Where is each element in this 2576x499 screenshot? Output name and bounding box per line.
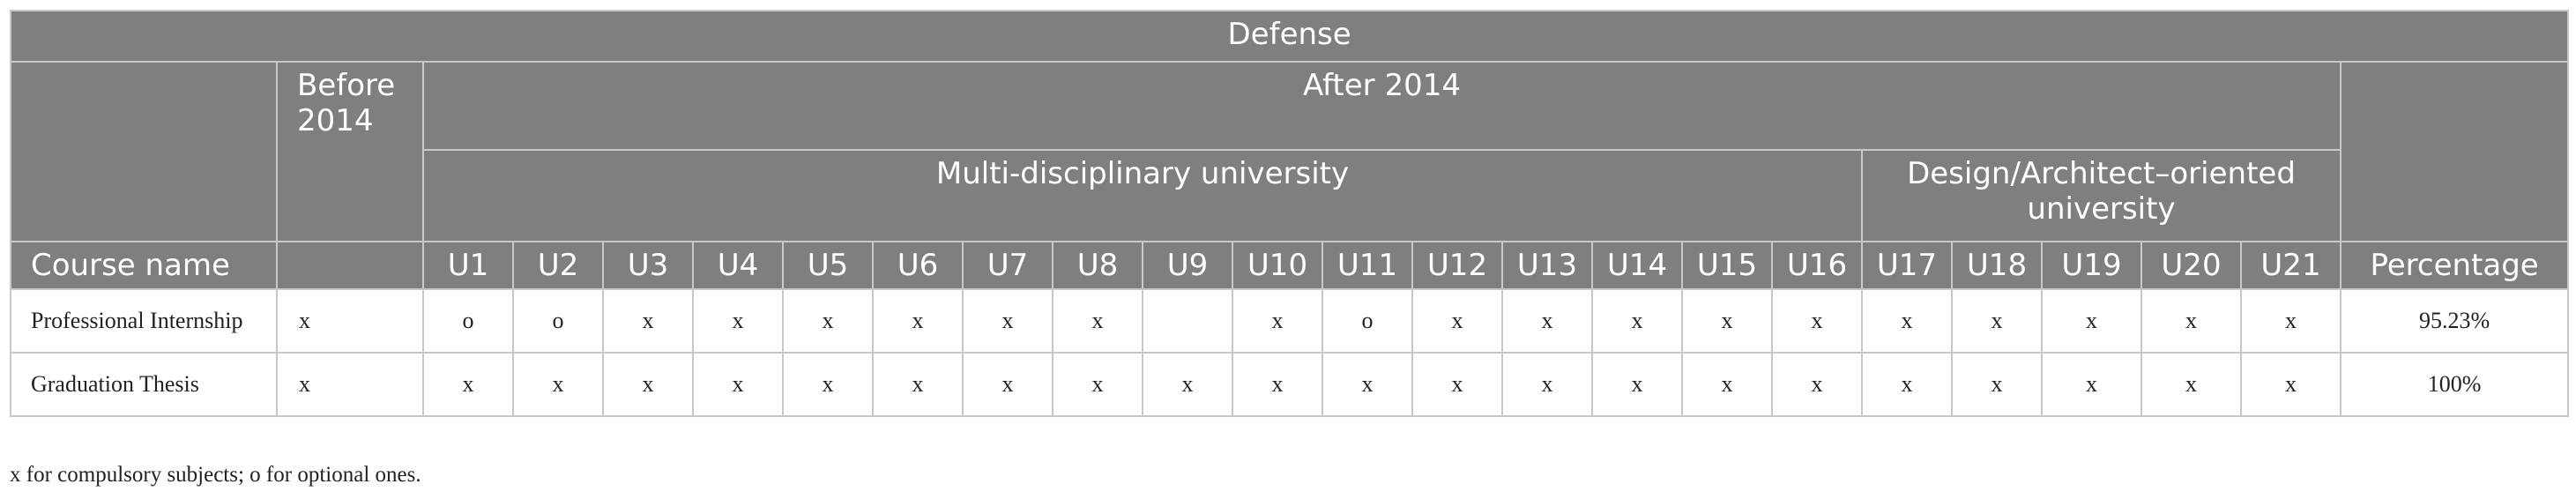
unit-header: U8 [1052, 241, 1143, 290]
unit-cell: x [2240, 352, 2341, 417]
data-row: Graduation Thesis x x x x x x x x x x x x x x x x x x x x x x 1… [10, 352, 2570, 417]
unit-cell: x [1052, 352, 1143, 417]
unit-header: U11 [1322, 241, 1413, 290]
unit-cell: x [1142, 352, 1233, 417]
unit-cell: x [1232, 352, 1323, 417]
course-header: Course name [10, 241, 278, 290]
unit-cell: x [1951, 352, 2043, 417]
unit-header: U7 [962, 241, 1053, 290]
blank-cell [2339, 61, 2570, 242]
unit-cell: x [2140, 288, 2242, 354]
unit-cell: x [692, 352, 784, 417]
unit-header: U21 [2240, 241, 2341, 290]
unit-header: U1 [422, 241, 514, 290]
unit-cell: x [872, 288, 964, 354]
unit-cell: x [512, 352, 604, 417]
unit-cell: x [1951, 288, 2043, 354]
unit-header: U3 [602, 241, 694, 290]
unit-cell: x [1591, 288, 1683, 354]
table-wrap: Defense Before 2014 After 2014 Multi-discip… [9, 10, 2570, 417]
unit-cell: x [1411, 288, 1503, 354]
unit-cell: x [962, 288, 1053, 354]
unit-header: U10 [1232, 241, 1323, 290]
unit-header: U4 [692, 241, 784, 290]
unit-cell: x [692, 288, 784, 354]
unit-cell: x [1322, 352, 1413, 417]
unit-cell: x [1591, 352, 1683, 417]
blank-cell [276, 241, 424, 290]
unit-cell: x [2240, 288, 2341, 354]
unit-cell: x [1232, 288, 1323, 354]
unit-cell: x [1681, 288, 1773, 354]
unit-header: U6 [872, 241, 964, 290]
multi-header: Multi-disciplinary university [422, 149, 1863, 242]
unit-cell: x [422, 352, 514, 417]
design-header: Design/Architect–oriented university [1861, 149, 2341, 242]
before-cell: x [276, 288, 424, 354]
after-header: After 2014 [422, 61, 2341, 151]
before-header: Before 2014 [276, 61, 424, 242]
table: Defense Before 2014 After 2014 Multi-discip… [9, 10, 2570, 417]
unit-cell: x [1411, 352, 1503, 417]
before-cell: x [276, 352, 424, 417]
unit-cell: x [1681, 352, 1773, 417]
percentage-cell: 100% [2339, 352, 2570, 417]
unit-cell: x [962, 352, 1053, 417]
unit-cell: x [872, 352, 964, 417]
unit-header: U17 [1861, 241, 1953, 290]
unit-cell: x [2041, 288, 2142, 354]
unit-header: U18 [1951, 241, 2043, 290]
unit-header: U14 [1591, 241, 1683, 290]
unit-cell: o [422, 288, 514, 354]
unit-header: U9 [1142, 241, 1233, 290]
percentage-header: Percentage [2339, 241, 2570, 290]
unit-cell: x [1861, 352, 1953, 417]
unit-cell: x [1052, 288, 1143, 354]
unit-header: U2 [512, 241, 604, 290]
unit-cell: x [1501, 352, 1593, 417]
unit-header: U19 [2041, 241, 2142, 290]
blank-cell [10, 61, 278, 242]
group-row: Before 2014 After 2014 [10, 61, 2570, 242]
unit-cell: x [602, 352, 694, 417]
unit-cell: x [782, 352, 874, 417]
unit-header: U16 [1771, 241, 1863, 290]
unit-cell: x [602, 288, 694, 354]
percentage-cell: 95.23% [2339, 288, 2570, 354]
table-title: Defense [9, 10, 2570, 63]
data-row: Professional Internship x o o x x x x x x x o x x x x x x… [10, 288, 2570, 354]
course-name: Professional Internship [10, 288, 278, 354]
course-name: Graduation Thesis [10, 352, 278, 417]
unit-cell: x [1501, 288, 1593, 354]
unit-cell [1142, 288, 1233, 354]
title-row: Defense [9, 10, 2570, 63]
column-header-row: Course name U1 U2 U3 U4 U5 U6 U7 U8 U9 U10 U11 U12 U1… [10, 241, 2570, 290]
unit-cell: o [512, 288, 604, 354]
unit-cell: x [1861, 288, 1953, 354]
unit-cell: x [2041, 352, 2142, 417]
unit-header: U12 [1411, 241, 1503, 290]
unit-cell: x [782, 288, 874, 354]
unit-cell: o [1322, 288, 1413, 354]
footnote: x for compulsory subjects; o for optiona… [10, 463, 421, 487]
unit-cell: x [1771, 352, 1863, 417]
unit-header: U15 [1681, 241, 1773, 290]
subgroup-row: Multi-disciplinary university Design/Arch… [11, 149, 2568, 242]
unit-header: U20 [2140, 241, 2242, 290]
unit-header: U13 [1501, 241, 1593, 290]
unit-cell: x [2140, 352, 2242, 417]
unit-cell: x [1771, 288, 1863, 354]
unit-header: U5 [782, 241, 874, 290]
